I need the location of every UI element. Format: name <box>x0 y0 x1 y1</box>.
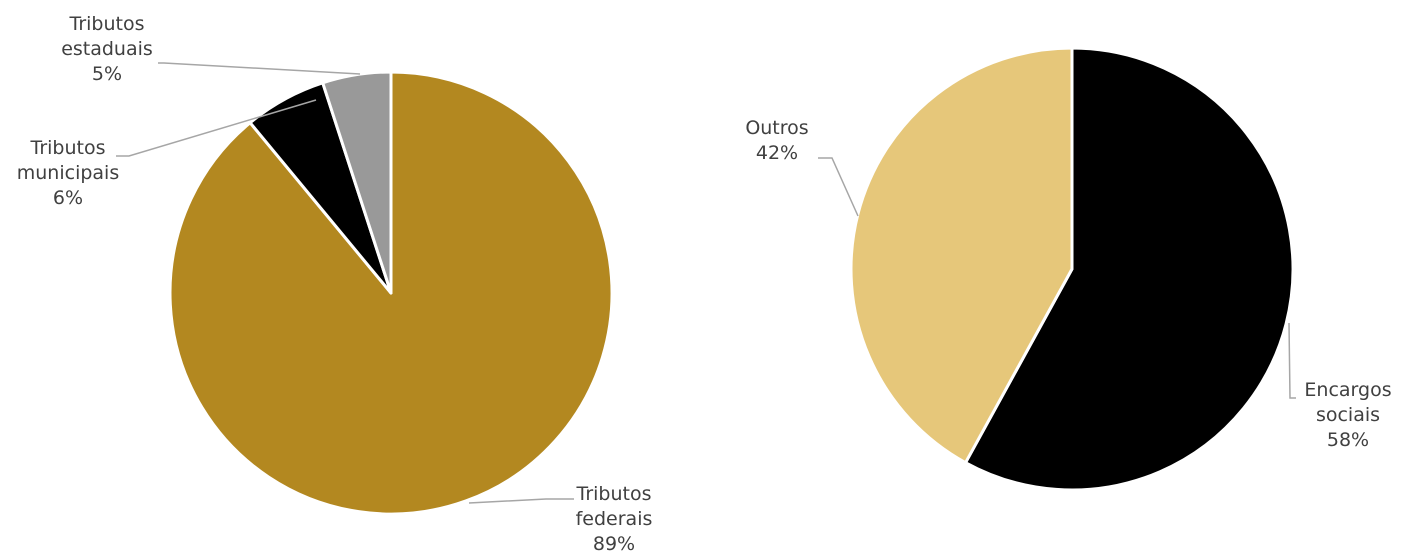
pie-slice-tributos-estaduais <box>321 70 393 295</box>
leader-line-tributos-municipais <box>116 99 317 157</box>
data-label-percent: 89% <box>593 533 635 555</box>
leader-line-encargos-sociais <box>1288 322 1296 399</box>
leader-line-tributos-estaduais <box>158 62 361 75</box>
pie-chart-charges: Encargos sociais 58% Outros 42% <box>745 46 1392 492</box>
pie-chart-taxes: Tributos federais 89%Tributos municipais 6%T… <box>17 13 653 555</box>
data-label-name-line: federais <box>576 508 653 530</box>
data-label-name-line: Tributos <box>576 483 652 505</box>
pie-slice-encargos-sociais <box>964 46 1295 492</box>
data-label-encargos-sociais: Encargos sociais 58% <box>1304 379 1391 451</box>
leader-line-outros <box>818 157 859 217</box>
data-label-tributos-estaduais: Tributos estaduais 5% <box>61 13 153 85</box>
data-label-name-line: sociais <box>1316 404 1380 426</box>
data-label-tributos-federais: Tributos federais 89% <box>576 483 653 555</box>
data-label-percent: 58% <box>1327 429 1369 451</box>
leader-line-tributos-federais <box>468 498 574 504</box>
data-label-name-line: Encargos <box>1304 379 1391 401</box>
data-label-percent: 42% <box>756 142 798 164</box>
data-label-percent: 5% <box>92 63 122 85</box>
data-label-name-line: estaduais <box>61 38 153 60</box>
data-label-name-line: Tributos <box>30 137 106 159</box>
data-label-tributos-municipais: Tributos municipais 6% <box>17 137 119 209</box>
data-label-name-line: municipais <box>17 162 119 184</box>
data-label-name-line: Tributos <box>69 13 145 35</box>
data-label-percent: 6% <box>53 187 83 209</box>
data-label-outros: Outros 42% <box>745 117 808 164</box>
data-label-name-line: Outros <box>745 117 808 139</box>
